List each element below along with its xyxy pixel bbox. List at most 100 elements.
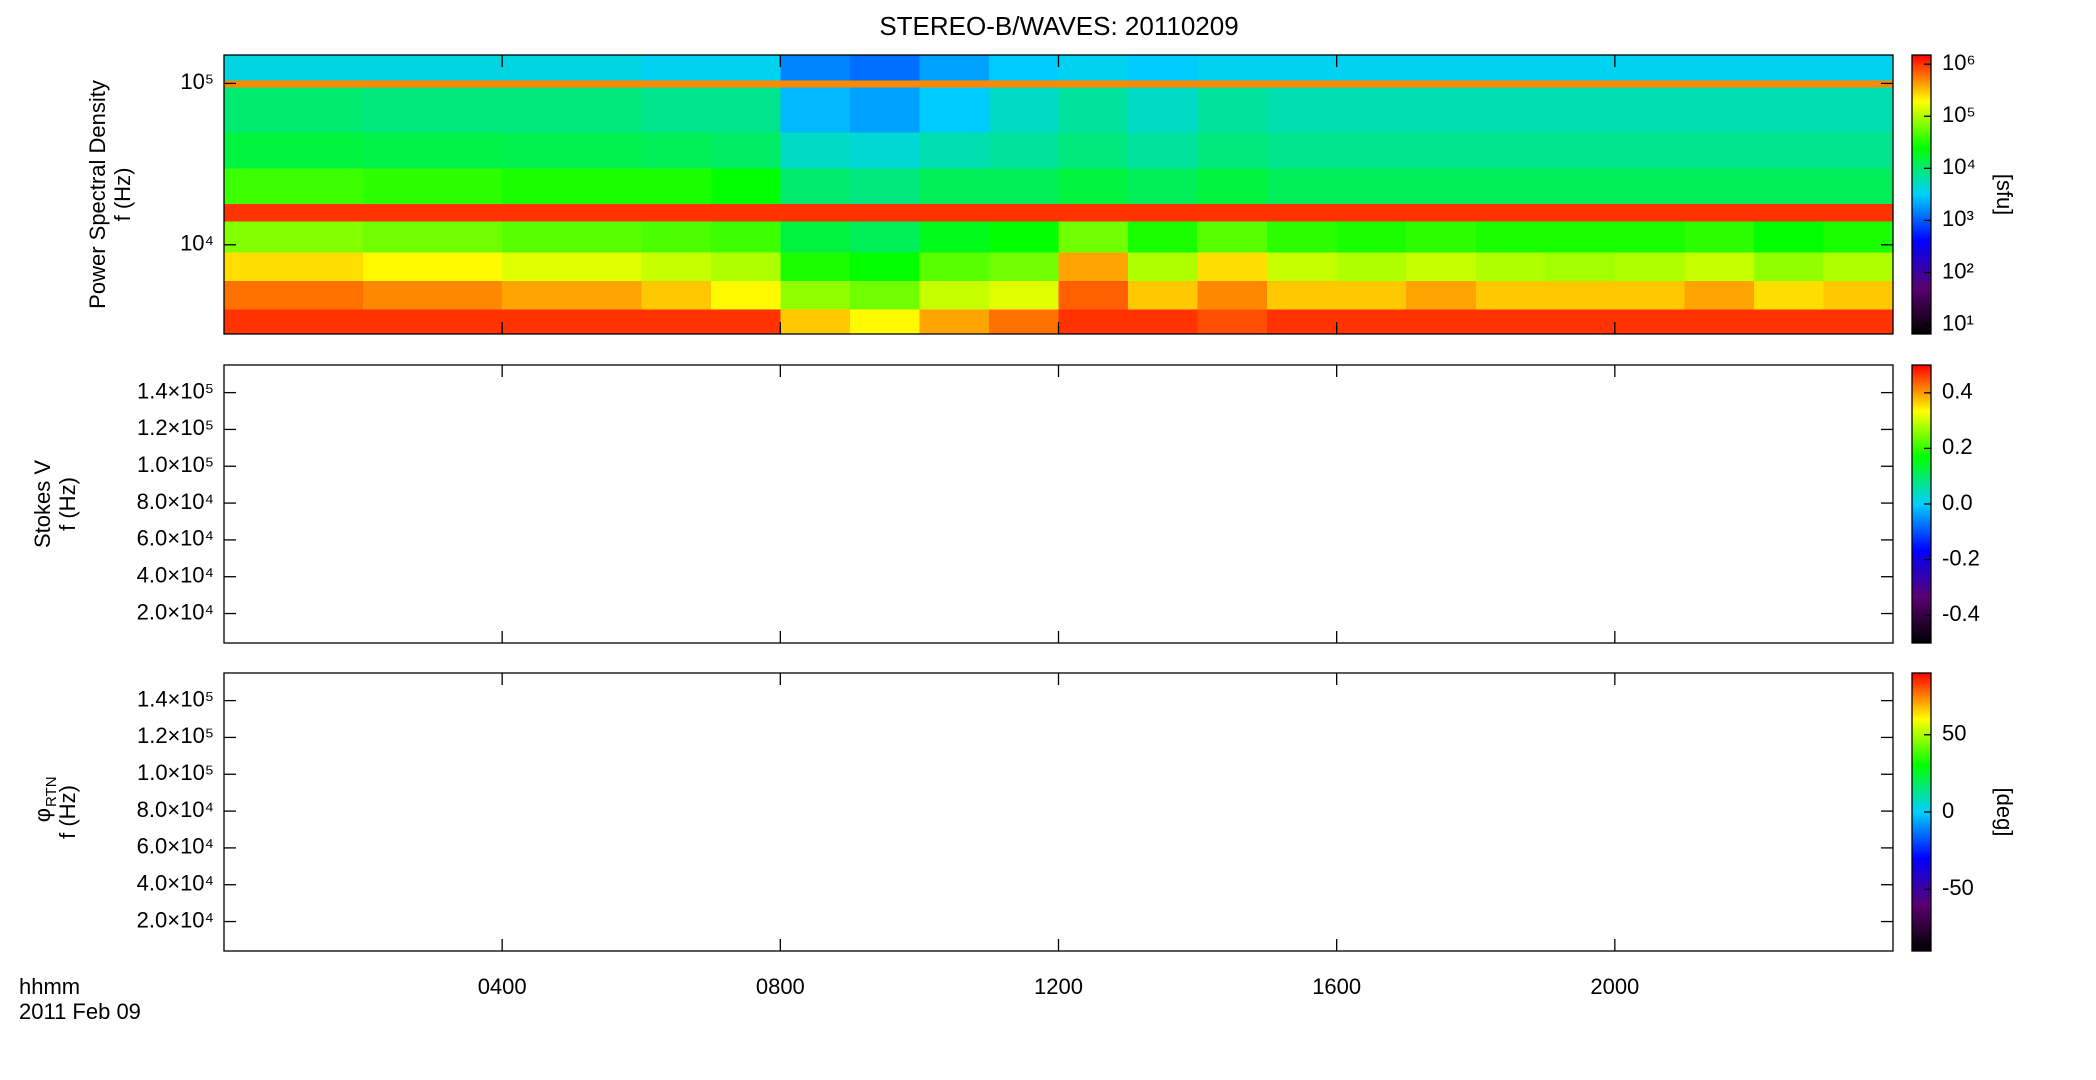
spectrogram-cell	[780, 87, 851, 133]
spectrogram-cell	[224, 252, 295, 282]
spectrogram-cell	[571, 252, 642, 282]
spectrogram-cell	[293, 280, 364, 310]
spectrogram-cell	[224, 87, 295, 133]
spectrogram-cell	[1545, 252, 1616, 282]
spectrogram-cell	[1267, 167, 1338, 205]
spectrogram-cell	[849, 203, 920, 222]
spectrogram-cell	[780, 203, 851, 222]
y-tick-label: 2.0×10⁴	[137, 599, 214, 624]
spectrogram-cell	[1406, 252, 1477, 282]
spectrogram-cell	[849, 167, 920, 205]
spectrogram-cell	[363, 167, 434, 205]
spectrogram-cell	[1614, 309, 1685, 335]
spectrogram-cell	[1336, 309, 1407, 335]
x-tick-label: 1200	[1034, 974, 1083, 999]
spectrogram-cell	[710, 280, 781, 310]
spectrogram-cell	[571, 203, 642, 222]
spectrogram-cell	[1823, 79, 1894, 88]
colorbar-tick-label: 0.4	[1942, 379, 1973, 404]
spectrogram-cell	[1614, 221, 1685, 253]
spectrogram-cell	[1336, 87, 1407, 133]
spectrogram-cell	[849, 309, 920, 335]
y-tick-label: 4.0×10⁴	[137, 871, 214, 896]
spectrogram-cell	[1684, 55, 1755, 81]
spectrogram-cell	[224, 131, 295, 169]
spectrogram-cell	[780, 167, 851, 205]
spectrogram-cell	[780, 309, 851, 335]
x-axis-label: hhmm	[19, 974, 80, 999]
colorbar-tick-label: 0.0	[1942, 490, 1973, 515]
y-tick-label: 10⁵	[180, 69, 214, 94]
spectrogram-cell	[1406, 167, 1477, 205]
spectrogram-cell	[1475, 309, 1546, 335]
spectrogram-cell	[710, 221, 781, 253]
spectrogram-cell	[432, 167, 503, 205]
spectrogram-cell	[293, 203, 364, 222]
spectrogram-cell	[224, 280, 295, 310]
spectrogram-cell	[919, 280, 990, 310]
spectrogram-cell	[780, 131, 851, 169]
spectrogram-cell	[502, 87, 573, 133]
colorbar-tick-label: 10⁶	[1942, 50, 1976, 75]
spectrogram-cell	[1058, 87, 1129, 133]
colorbar-tick-label: 0	[1942, 798, 1954, 823]
spectrogram-cell	[1197, 221, 1268, 253]
spectrogram-cell	[1545, 221, 1616, 253]
spectrogram-cell	[780, 252, 851, 282]
spectrogram-cell	[1197, 87, 1268, 133]
y-axis-label-group: Power Spectral Density	[85, 80, 110, 309]
spectrogram-cell	[849, 221, 920, 253]
spectrogram-cell	[1684, 87, 1755, 133]
spectrogram-cell	[1267, 252, 1338, 282]
spectrogram-cell	[1684, 252, 1755, 282]
spectrogram-cell	[1267, 280, 1338, 310]
spectrogram-cell	[502, 309, 573, 335]
y-axis-label: f (Hz)	[110, 168, 135, 222]
spectrogram-cell	[432, 280, 503, 310]
spectrogram-cell	[1406, 131, 1477, 169]
spectrogram-cell	[1823, 309, 1894, 335]
spectrogram-cell	[1545, 309, 1616, 335]
spectrogram-cell	[502, 203, 573, 222]
y-axis-label: Stokes V	[30, 460, 55, 548]
colorbar-tick-label: 10¹	[1942, 310, 1974, 335]
spectrogram-cell	[1197, 167, 1268, 205]
spectrogram-cell	[1197, 280, 1268, 310]
spectrogram-cell	[1058, 203, 1129, 222]
spectrogram-cell	[710, 87, 781, 133]
spectrogram-cell	[1753, 55, 1824, 81]
spectrogram-cell	[1406, 79, 1477, 88]
spectrogram-cell	[432, 131, 503, 169]
spectrogram-cell	[293, 221, 364, 253]
y-tick-label: 1.4×10⁵	[137, 686, 214, 711]
spectrogram-cell	[1823, 167, 1894, 205]
spectrogram-cell	[1823, 203, 1894, 222]
spectrogram-cell	[1475, 221, 1546, 253]
spectrogram-cell	[641, 167, 712, 205]
spectrogram-cell	[1545, 131, 1616, 169]
spectrogram-cell	[432, 55, 503, 81]
spectrogram-cell	[1197, 203, 1268, 222]
spectrogram-cell	[1614, 55, 1685, 81]
spectrogram-cell	[1753, 167, 1824, 205]
spectrogram-cell	[988, 203, 1059, 222]
spectrogram-cell	[293, 131, 364, 169]
spectrogram-cell	[224, 309, 295, 335]
spectrogram-cell	[1197, 55, 1268, 81]
y-tick-label: 10⁴	[180, 231, 214, 256]
spectrogram-cell	[710, 252, 781, 282]
spectrogram-cell	[641, 309, 712, 335]
spectrogram-cell	[1753, 79, 1824, 88]
spectrogram-cell	[1267, 87, 1338, 133]
spectrogram-cell	[1545, 79, 1616, 88]
spectrogram-cell	[1128, 167, 1199, 205]
spectrogram-cell	[641, 55, 712, 81]
spectrogram-cell	[919, 87, 990, 133]
spectrogram-cell	[1614, 131, 1685, 169]
spectrogram-cell	[1128, 309, 1199, 335]
spectrogram-cell	[363, 131, 434, 169]
spectrogram-cell	[988, 309, 1059, 335]
spectrogram-cell	[849, 79, 920, 88]
spectrogram-cell	[710, 131, 781, 169]
